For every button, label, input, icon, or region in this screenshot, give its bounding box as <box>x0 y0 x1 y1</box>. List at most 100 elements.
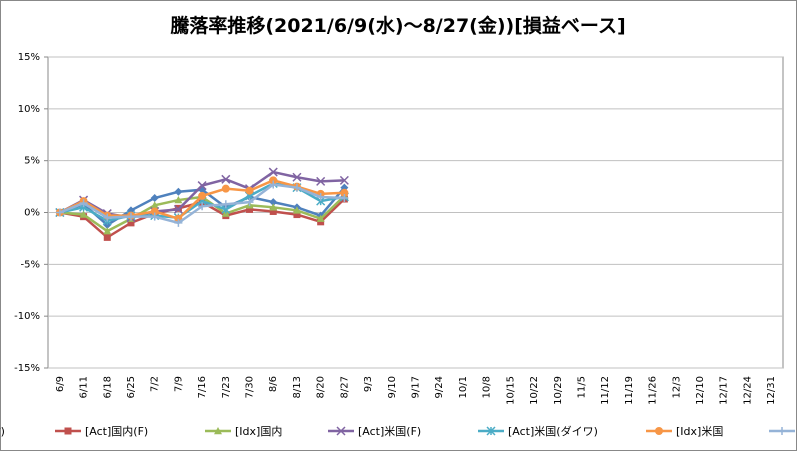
x-tick-label: 11/19 <box>624 376 635 405</box>
marker <box>150 201 159 209</box>
marker <box>126 212 135 221</box>
x-tick-label: 12/31 <box>766 376 777 405</box>
marker <box>214 427 222 435</box>
legend-label: [Act]米国(ダイワ) <box>508 424 598 438</box>
x-tick-label: 8/27 <box>339 376 350 398</box>
x-tick-label: 11/26 <box>648 376 659 405</box>
marker <box>103 233 111 241</box>
x-tick-label: 12/10 <box>695 376 706 405</box>
marker <box>221 200 230 209</box>
marker <box>340 193 349 202</box>
marker <box>174 218 183 227</box>
marker <box>174 196 183 204</box>
marker <box>292 183 301 192</box>
legend-item: [Idx]米国 <box>646 425 723 438</box>
marker <box>269 176 278 185</box>
legend-item: [Idx]先進国 <box>769 427 795 435</box>
marker <box>316 192 325 201</box>
marker <box>293 211 301 219</box>
x-tick-label: 9/10 <box>387 376 398 398</box>
x-tick-label: 6/9 <box>55 376 66 392</box>
x-tick-label: 7/2 <box>150 376 161 392</box>
series <box>55 180 349 227</box>
legend-item: [Idx]国内 <box>205 424 282 438</box>
x-tick-label: 8/6 <box>268 376 279 392</box>
x-tick-label: 12/24 <box>742 376 753 405</box>
x-tick-label: 6/25 <box>126 376 137 398</box>
marker <box>292 172 302 182</box>
x-tick-label: 11/5 <box>576 376 587 398</box>
marker <box>79 199 88 208</box>
legend-item: [Act]国内(野村) <box>0 424 5 438</box>
x-tick-label: 6/18 <box>102 376 113 398</box>
x-tick-label: 10/15 <box>505 376 516 405</box>
legend-item: [Act]国内(F) <box>55 424 148 438</box>
y-tick-label: 0% <box>24 208 40 219</box>
marker <box>316 176 326 186</box>
marker <box>292 206 301 214</box>
marker <box>197 181 207 191</box>
marker <box>269 198 278 207</box>
marker <box>245 198 254 207</box>
marker <box>198 202 207 211</box>
marker <box>198 191 207 200</box>
legend-label: [Act]国内(F) <box>85 424 148 438</box>
y-tick-label: -10% <box>14 311 40 322</box>
marker <box>127 219 135 227</box>
x-tick-label: 10/8 <box>482 376 493 398</box>
marker <box>174 187 183 196</box>
marker <box>340 188 349 197</box>
marker <box>245 186 254 195</box>
x-tick-label: 8/20 <box>316 376 327 398</box>
legend-label: [Idx]米国 <box>676 425 723 438</box>
x-tick-label: 11/12 <box>600 376 611 405</box>
x-tick-label: 7/30 <box>245 376 256 398</box>
marker <box>221 174 231 184</box>
marker <box>778 427 786 435</box>
legend-label: [Idx]国内 <box>235 424 282 438</box>
x-tick-label: 7/16 <box>197 376 208 398</box>
marker <box>269 203 278 211</box>
marker <box>269 207 277 215</box>
legend-label: [Act]国内(野村) <box>0 424 5 438</box>
y-tick-label: -15% <box>14 363 40 374</box>
x-tick-label: 12/17 <box>719 376 730 405</box>
marker <box>103 227 112 235</box>
marker <box>173 204 183 214</box>
y-tick-label: 5% <box>24 156 40 167</box>
x-tick-label: 9/3 <box>363 376 374 392</box>
marker <box>55 208 64 217</box>
y-tick-label: -5% <box>21 259 40 270</box>
marker <box>64 427 72 435</box>
y-tick-label: 10% <box>18 104 40 115</box>
x-tick-label: 10/1 <box>458 376 469 398</box>
x-tick-label: 6/11 <box>79 376 90 398</box>
marker <box>268 167 278 177</box>
marker <box>655 427 663 435</box>
marker <box>336 426 346 436</box>
x-tick-label: 7/23 <box>221 376 232 398</box>
marker <box>150 212 159 221</box>
marker <box>269 180 278 189</box>
marker <box>246 205 254 213</box>
x-tick-label: 7/9 <box>173 376 184 392</box>
x-tick-label: 8/13 <box>292 376 303 398</box>
x-tick-label: 12/3 <box>671 376 682 398</box>
marker <box>150 207 159 216</box>
legend-item: [Act]米国(F) <box>328 425 421 438</box>
x-tick-label: 10/22 <box>529 376 540 405</box>
x-tick-label: 9/24 <box>434 376 445 398</box>
marker <box>79 210 88 218</box>
marker <box>221 184 230 193</box>
legend-label: [Act]米国(F) <box>358 425 421 438</box>
x-tick-label: 9/17 <box>411 376 422 398</box>
x-tick-label: 10/29 <box>553 376 564 405</box>
legend-item: [Act]米国(ダイワ) <box>478 424 598 438</box>
chart-title: 騰落率推移(2021/6/9(水)～8/27(金))[損益ベース] <box>169 14 625 37</box>
y-tick-label: 15% <box>18 52 40 63</box>
marker <box>316 214 325 222</box>
marker <box>486 426 496 436</box>
marker <box>150 193 159 202</box>
marker <box>339 175 349 185</box>
